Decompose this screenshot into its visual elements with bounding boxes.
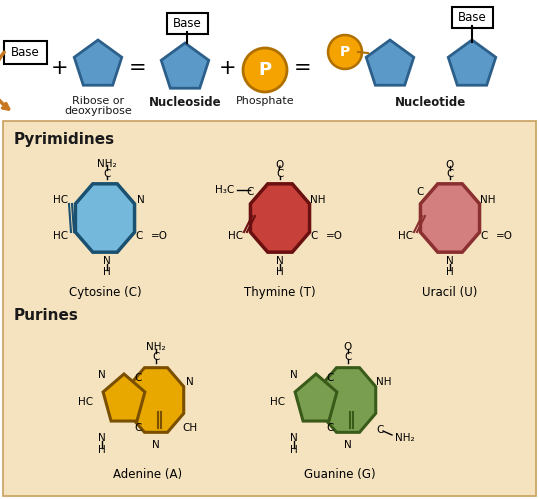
Text: C: C: [134, 423, 142, 433]
Text: C: C: [446, 169, 454, 179]
Text: C: C: [153, 352, 160, 362]
Text: +: +: [219, 58, 237, 78]
Text: C: C: [480, 231, 488, 241]
Text: Base: Base: [11, 45, 39, 58]
Polygon shape: [251, 184, 309, 252]
Text: C: C: [277, 169, 284, 179]
Text: C: C: [376, 425, 384, 435]
Text: N: N: [446, 256, 454, 266]
Polygon shape: [366, 40, 414, 85]
Text: HC: HC: [398, 231, 413, 241]
Text: O: O: [276, 160, 284, 170]
Polygon shape: [103, 374, 145, 421]
Text: C: C: [134, 373, 142, 383]
Text: Purines: Purines: [14, 308, 79, 323]
Text: HC: HC: [53, 195, 68, 205]
Text: Pyrimidines: Pyrimidines: [14, 132, 115, 147]
Polygon shape: [295, 374, 337, 421]
Text: H: H: [446, 267, 454, 277]
FancyBboxPatch shape: [3, 121, 536, 496]
Polygon shape: [420, 184, 480, 252]
Circle shape: [243, 48, 287, 92]
Text: HC: HC: [53, 231, 68, 241]
Text: Adenine (A): Adenine (A): [113, 468, 183, 481]
FancyBboxPatch shape: [452, 6, 493, 27]
Text: C: C: [326, 423, 334, 433]
Text: N: N: [152, 440, 160, 450]
Text: C: C: [103, 169, 110, 179]
Polygon shape: [448, 40, 496, 85]
FancyBboxPatch shape: [167, 12, 208, 33]
Text: C: C: [246, 187, 254, 197]
Text: C: C: [416, 187, 424, 197]
Text: C: C: [310, 231, 317, 241]
Text: N: N: [137, 195, 145, 205]
Text: C: C: [135, 231, 143, 241]
Text: Cytosine (C): Cytosine (C): [68, 286, 141, 299]
Text: N: N: [344, 440, 352, 450]
Text: =O: =O: [326, 231, 343, 241]
Text: NH: NH: [310, 195, 326, 205]
Text: HC: HC: [271, 397, 286, 407]
Text: HC: HC: [229, 231, 244, 241]
Text: H: H: [290, 445, 298, 455]
Text: N: N: [290, 433, 298, 443]
Text: N: N: [98, 433, 106, 443]
Text: =O: =O: [496, 231, 513, 241]
Text: =: =: [294, 58, 312, 78]
Text: Base: Base: [172, 16, 202, 29]
Polygon shape: [320, 368, 376, 432]
Text: deoxyribose: deoxyribose: [64, 106, 132, 116]
Text: H: H: [98, 445, 106, 455]
Text: Nucleoside: Nucleoside: [149, 96, 222, 109]
Text: H: H: [103, 267, 111, 277]
Text: Phosphate: Phosphate: [236, 96, 294, 106]
Text: N: N: [276, 256, 284, 266]
Text: NH: NH: [376, 377, 392, 387]
Text: +: +: [51, 58, 69, 78]
Text: Nucleotide: Nucleotide: [395, 96, 466, 109]
Text: =O: =O: [151, 231, 168, 241]
Text: NH₂: NH₂: [146, 342, 166, 352]
Circle shape: [328, 35, 362, 69]
Text: O: O: [446, 160, 454, 170]
Bar: [0, 0, 539, 119]
Text: CH: CH: [182, 423, 198, 433]
Text: Ribose or: Ribose or: [72, 96, 124, 106]
Polygon shape: [75, 184, 135, 252]
Polygon shape: [161, 43, 209, 88]
Text: Thymine (T): Thymine (T): [244, 286, 316, 299]
Text: P: P: [258, 61, 272, 79]
Text: N: N: [98, 370, 106, 380]
Text: =: =: [129, 58, 147, 78]
Text: C: C: [344, 352, 351, 362]
Text: NH₂: NH₂: [395, 433, 414, 443]
Text: C: C: [326, 373, 334, 383]
Text: H: H: [276, 267, 284, 277]
Polygon shape: [74, 40, 122, 85]
Text: N: N: [290, 370, 298, 380]
Text: O: O: [344, 342, 352, 352]
Text: Uracil (U): Uracil (U): [423, 286, 478, 299]
Text: HC: HC: [79, 397, 94, 407]
Text: H₃C: H₃C: [216, 185, 234, 195]
Text: NH₂: NH₂: [97, 159, 117, 169]
Text: Base: Base: [458, 10, 486, 23]
FancyBboxPatch shape: [3, 40, 46, 63]
Text: NH: NH: [480, 195, 496, 205]
Text: P: P: [340, 45, 350, 59]
Text: Guanine (G): Guanine (G): [304, 468, 376, 481]
Text: N: N: [103, 256, 111, 266]
Polygon shape: [128, 368, 184, 432]
Text: N: N: [186, 377, 194, 387]
